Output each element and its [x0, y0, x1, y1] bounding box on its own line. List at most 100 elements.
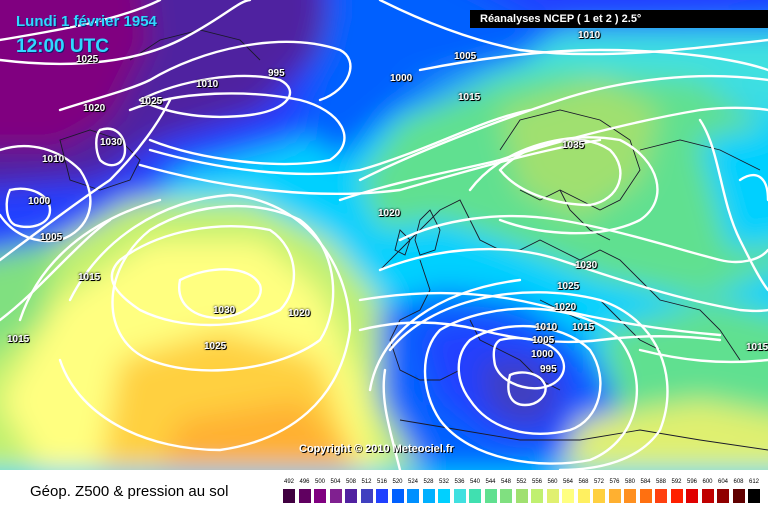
isobar-label: 1010: [196, 79, 219, 90]
isobar-label: 1000: [28, 196, 51, 207]
legend-swatch: [748, 489, 760, 503]
reanalysis-banner: Réanalyses NCEP ( 1 et 2 ) 2.5°: [470, 10, 768, 28]
legend-swatch: [624, 489, 636, 503]
isobar-label: 1015: [572, 322, 595, 333]
legend-value: 552: [516, 479, 527, 485]
legend-swatch: [298, 489, 311, 503]
legend-value: 512: [361, 479, 372, 485]
legend-swatch: [717, 489, 729, 503]
copyright-notice: Copyright © 2010 Meteociel.fr: [299, 443, 454, 455]
legend-swatch: [360, 489, 373, 503]
legend-value: 508: [345, 479, 356, 485]
legend-value: 588: [655, 479, 666, 485]
isobars: [0, 0, 768, 470]
legend-swatch: [562, 489, 574, 503]
footer-title: Géop. Z500 & pression au sol: [30, 483, 229, 500]
isobar-label: 1030: [575, 260, 598, 271]
legend-swatch: [639, 489, 652, 503]
isobar-label: 1030: [213, 305, 236, 316]
legend-swatch: [500, 489, 512, 503]
legend-value: 592: [671, 479, 682, 485]
legend-value: 540: [469, 479, 480, 485]
isobar-label: 1010: [578, 30, 601, 41]
legend-value: 604: [717, 479, 728, 485]
legend-value: 560: [547, 479, 558, 485]
isobar-label: 1010: [535, 322, 558, 333]
isobar-label: 1025: [76, 54, 99, 65]
legend-swatch: [283, 489, 295, 503]
isobar-label: 1025: [204, 341, 227, 352]
legend-swatch: [453, 489, 466, 503]
legend-value: 612: [748, 479, 759, 485]
isobar-label: 1015: [746, 342, 768, 353]
isobar-label: 1005: [454, 51, 477, 62]
legend-swatch: [701, 489, 714, 503]
legend-value: 564: [562, 479, 573, 485]
legend-swatch: [469, 489, 481, 503]
isobar-label: 1005: [40, 232, 63, 243]
legend-value: 580: [624, 479, 635, 485]
isobar-label: 1035: [562, 140, 585, 151]
legend-swatch: [484, 489, 497, 503]
isobar-label: 1025: [557, 281, 580, 292]
legend-value: 504: [330, 479, 341, 485]
legend-value: 536: [454, 479, 465, 485]
legend-value: 496: [299, 479, 310, 485]
legend-value: 600: [702, 479, 713, 485]
legend-swatch: [732, 489, 745, 503]
weather-map: [0, 0, 768, 470]
legend-swatch: [670, 489, 683, 503]
legend-swatch: [515, 489, 528, 503]
legend-value: 492: [283, 479, 294, 485]
legend-swatch: [329, 489, 342, 503]
isobar-label: 1020: [554, 302, 577, 313]
legend-swatch: [608, 489, 621, 503]
legend-value: 596: [686, 479, 697, 485]
isobar-label: 1005: [532, 335, 555, 346]
legend-value: 500: [314, 479, 325, 485]
legend-value: 576: [609, 479, 620, 485]
legend-swatch: [438, 489, 450, 503]
legend-swatch: [314, 489, 326, 503]
legend-value: 544: [485, 479, 496, 485]
legend-swatch: [655, 489, 667, 503]
map-date: Lundi 1 février 1954: [16, 13, 157, 30]
legend-swatch: [422, 489, 435, 503]
legend-swatch: [345, 489, 357, 503]
isobar-label: 1020: [83, 103, 106, 114]
legend-swatch: [391, 489, 404, 503]
isobar-label: 995: [268, 68, 285, 79]
isobar-label: 1015: [7, 334, 30, 345]
legend-swatch: [407, 489, 419, 503]
isobar-label: 1000: [531, 349, 554, 360]
legend-swatch: [593, 489, 605, 503]
legend-value: 568: [578, 479, 589, 485]
legend-value: 556: [531, 479, 542, 485]
legend-value: 584: [640, 479, 651, 485]
legend-swatch: [686, 489, 698, 503]
legend-value: 520: [392, 479, 403, 485]
legend-value: 608: [733, 479, 744, 485]
isobar-label: 1000: [390, 73, 413, 84]
legend-value: 524: [407, 479, 418, 485]
isobar-label: 1015: [78, 272, 101, 283]
isobar-label: 1015: [458, 92, 481, 103]
legend-value: 532: [438, 479, 449, 485]
map-graphic: [0, 0, 768, 470]
legend-swatch: [577, 489, 590, 503]
legend-value: 516: [376, 479, 387, 485]
legend-value: 572: [593, 479, 604, 485]
map-time: 12:00 UTC: [16, 36, 109, 57]
legend-value: 528: [423, 479, 434, 485]
isobar-label: 1020: [378, 208, 401, 219]
isobar-label: 1010: [42, 154, 65, 165]
legend-swatch: [376, 489, 388, 503]
isobar-label: 995: [540, 364, 557, 375]
legend-swatch: [546, 489, 559, 503]
isobar-label: 1020: [288, 308, 311, 319]
isobar-label: 1025: [140, 96, 163, 107]
legend-swatch: [531, 489, 543, 503]
isobar-label: 1030: [100, 137, 123, 148]
legend-value: 548: [500, 479, 511, 485]
